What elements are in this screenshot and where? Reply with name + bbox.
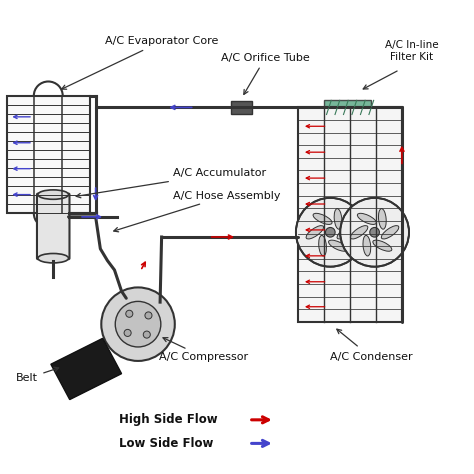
Ellipse shape (38, 190, 69, 199)
Text: A/C Hose Assembly: A/C Hose Assembly (114, 191, 281, 232)
Circle shape (370, 228, 379, 237)
Ellipse shape (319, 236, 327, 256)
FancyBboxPatch shape (231, 101, 252, 114)
Ellipse shape (357, 213, 376, 224)
Circle shape (124, 329, 131, 337)
Text: Low Side Flow: Low Side Flow (119, 437, 214, 450)
Circle shape (101, 287, 175, 361)
FancyBboxPatch shape (37, 194, 70, 259)
Ellipse shape (313, 213, 332, 224)
Circle shape (143, 331, 150, 338)
Ellipse shape (373, 240, 392, 251)
Ellipse shape (334, 209, 342, 229)
Ellipse shape (378, 209, 386, 229)
Circle shape (340, 198, 409, 267)
Circle shape (126, 310, 133, 317)
Ellipse shape (363, 236, 371, 256)
Ellipse shape (306, 226, 324, 239)
Ellipse shape (337, 226, 355, 239)
Text: High Side Flow: High Side Flow (119, 413, 218, 426)
Ellipse shape (38, 254, 69, 263)
Polygon shape (51, 338, 121, 400)
Text: A/C Evaporator Core: A/C Evaporator Core (62, 36, 219, 89)
Text: A/C In-line
Filter Kit: A/C In-line Filter Kit (384, 40, 438, 62)
Text: A/C Accumulator: A/C Accumulator (76, 168, 266, 198)
FancyBboxPatch shape (324, 100, 371, 115)
Text: A/C Compressor: A/C Compressor (159, 337, 248, 362)
Circle shape (296, 198, 365, 267)
Text: Belt: Belt (16, 367, 59, 383)
Circle shape (145, 312, 152, 319)
Ellipse shape (350, 226, 368, 239)
Circle shape (115, 301, 161, 347)
FancyBboxPatch shape (298, 108, 402, 322)
Text: A/C Orifice Tube: A/C Orifice Tube (221, 53, 310, 94)
Text: A/C Condenser: A/C Condenser (330, 352, 412, 362)
Circle shape (326, 228, 335, 237)
Ellipse shape (328, 240, 347, 251)
Ellipse shape (382, 226, 399, 239)
FancyBboxPatch shape (7, 96, 90, 213)
